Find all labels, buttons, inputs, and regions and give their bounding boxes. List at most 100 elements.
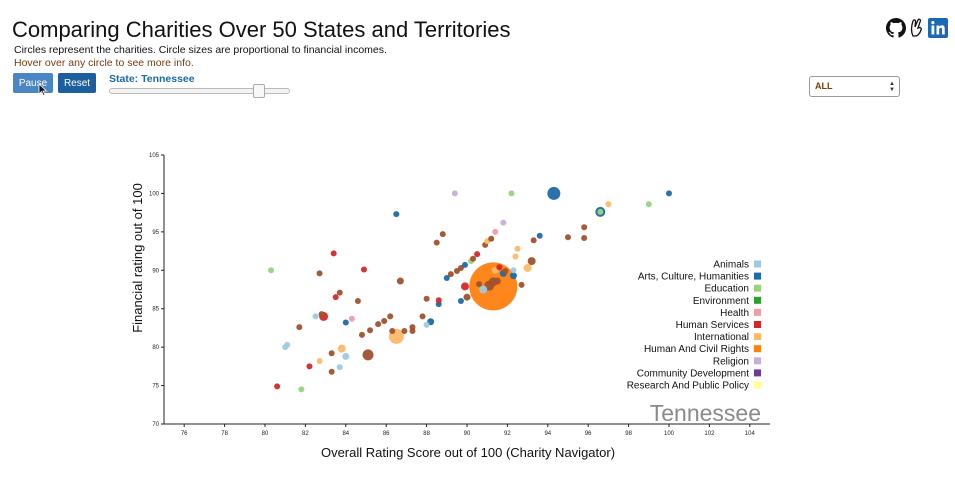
charity-point[interactable] xyxy=(581,224,588,231)
charity-point[interactable] xyxy=(510,267,517,274)
github-icon[interactable] xyxy=(886,18,906,38)
charity-point[interactable] xyxy=(461,261,468,268)
legend-swatch xyxy=(754,272,761,280)
charity-point[interactable] xyxy=(306,363,313,370)
charity-point[interactable] xyxy=(318,311,325,318)
y-tick-label: 80 xyxy=(152,345,159,351)
charity-point[interactable] xyxy=(605,201,612,208)
charity-point[interactable] xyxy=(328,368,335,375)
charity-point[interactable] xyxy=(393,211,400,218)
charity-point[interactable] xyxy=(488,235,495,242)
charity-point[interactable] xyxy=(518,281,525,288)
charity-point[interactable] xyxy=(354,298,361,305)
charity-point[interactable] xyxy=(502,268,509,275)
charity-point[interactable] xyxy=(316,270,323,277)
charity-point[interactable] xyxy=(447,271,454,278)
charity-point[interactable] xyxy=(387,313,394,320)
charity-point[interactable] xyxy=(423,321,430,328)
reset-button[interactable]: Reset xyxy=(58,73,96,93)
charity-point[interactable] xyxy=(367,327,374,334)
charity-point[interactable] xyxy=(401,328,408,335)
charity-point[interactable] xyxy=(284,341,291,348)
y-tick-label: 70 xyxy=(152,422,159,428)
charity-point[interactable] xyxy=(581,235,588,242)
linkedin-icon[interactable] xyxy=(928,18,948,38)
charity-point[interactable] xyxy=(645,201,652,208)
charity-point[interactable] xyxy=(666,190,672,197)
x-tick-label: 88 xyxy=(423,431,430,437)
charity-point[interactable] xyxy=(316,357,323,364)
y-tick-label: 75 xyxy=(152,384,159,390)
charity-point[interactable] xyxy=(500,219,507,226)
legend-swatch xyxy=(754,381,761,389)
charity-point[interactable] xyxy=(496,264,503,271)
state-slider[interactable] xyxy=(109,88,290,94)
charity-point[interactable] xyxy=(296,324,303,331)
charity-point[interactable] xyxy=(389,328,396,335)
legend-swatch xyxy=(754,260,761,268)
charity-point[interactable] xyxy=(381,318,388,325)
devpost-icon[interactable] xyxy=(907,18,927,38)
charity-point[interactable] xyxy=(332,294,339,301)
state-slider-thumb[interactable] xyxy=(253,84,265,98)
charity-point[interactable] xyxy=(451,190,458,197)
charity-point[interactable] xyxy=(342,352,350,360)
charity-point[interactable] xyxy=(312,313,319,320)
charity-point[interactable] xyxy=(419,313,426,320)
charity-point[interactable] xyxy=(362,349,374,361)
charity-point[interactable] xyxy=(337,344,346,353)
charity-point[interactable] xyxy=(527,257,536,266)
page-title: Comparing Charities Over 50 States and T… xyxy=(12,17,511,42)
state-watermark: Tennessee xyxy=(650,400,761,426)
x-tick-label: 78 xyxy=(221,431,228,437)
charity-point[interactable] xyxy=(439,231,446,238)
charity-point[interactable] xyxy=(463,293,471,301)
charity-point[interactable] xyxy=(423,295,430,302)
charity-point[interactable] xyxy=(358,331,365,338)
charity-point[interactable] xyxy=(433,239,440,246)
charity-point[interactable] xyxy=(547,186,561,200)
x-tick-label: 80 xyxy=(262,431,269,437)
charity-point[interactable] xyxy=(460,282,469,291)
charity-point[interactable] xyxy=(597,208,604,215)
charity-point[interactable] xyxy=(336,364,343,371)
charity-point[interactable] xyxy=(509,272,517,280)
charity-point[interactable] xyxy=(336,289,343,296)
x-tick-label: 90 xyxy=(464,431,471,437)
charity-point[interactable] xyxy=(348,315,355,322)
page-subtitle: Circles represent the charities. Circle … xyxy=(14,44,387,56)
legend-label: Animals xyxy=(713,260,749,271)
charity-point[interactable] xyxy=(435,297,442,304)
x-tick-label: 104 xyxy=(745,431,756,437)
charity-point[interactable] xyxy=(274,383,281,390)
charity-point[interactable] xyxy=(493,277,501,285)
x-tick-label: 92 xyxy=(504,431,511,437)
charity-point[interactable] xyxy=(476,281,483,288)
charity-point[interactable] xyxy=(396,277,404,285)
charity-point[interactable] xyxy=(470,255,477,262)
charity-point[interactable] xyxy=(508,190,515,197)
state-select[interactable]: ALL ▲ ▼ xyxy=(809,76,900,97)
charity-point[interactable] xyxy=(298,386,305,393)
charity-point[interactable] xyxy=(457,298,464,305)
charity-point[interactable] xyxy=(523,263,532,272)
charity-point[interactable] xyxy=(409,328,416,335)
charity-point[interactable] xyxy=(474,251,481,258)
charity-point[interactable] xyxy=(443,274,450,281)
charity-point[interactable] xyxy=(328,350,335,357)
charity-point[interactable] xyxy=(512,253,519,260)
y-tick-label: 95 xyxy=(152,230,159,236)
charity-point[interactable] xyxy=(514,245,521,252)
charity-point[interactable] xyxy=(565,234,571,241)
charity-point[interactable] xyxy=(492,228,499,235)
charity-point[interactable] xyxy=(536,232,543,239)
charity-point[interactable] xyxy=(375,321,382,328)
charity-point[interactable] xyxy=(530,237,537,244)
x-tick-label: 98 xyxy=(625,431,632,437)
charity-point[interactable] xyxy=(330,250,337,257)
charity-point[interactable] xyxy=(479,285,488,294)
charity-point[interactable] xyxy=(342,319,349,326)
charity-point[interactable] xyxy=(360,266,367,273)
charity-point[interactable] xyxy=(268,267,275,274)
